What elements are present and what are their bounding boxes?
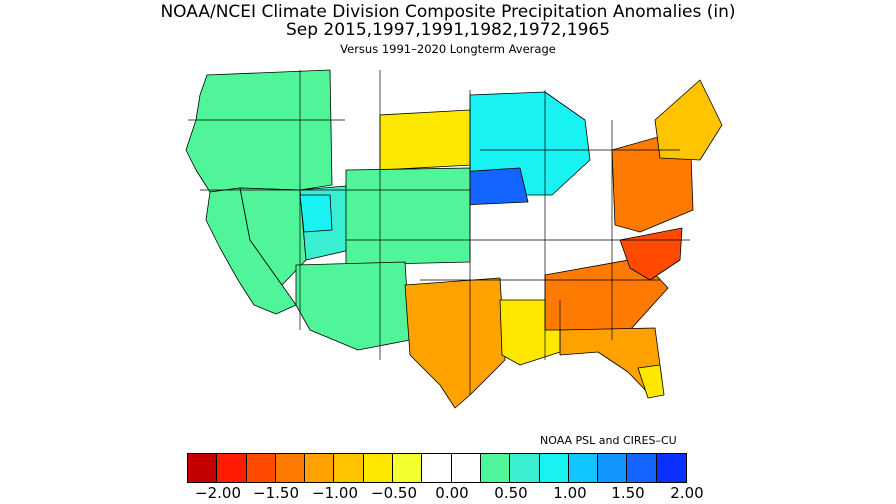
legend-swatch [363, 454, 394, 482]
legend-swatch [305, 454, 335, 482]
legend-tick-label: 1.50 [611, 484, 645, 502]
legend-swatch [217, 454, 247, 482]
legend-tick-label: 0.00 [435, 484, 469, 502]
legend-swatch [539, 454, 569, 482]
legend-swatch [627, 454, 657, 482]
legend-swatch [188, 454, 218, 482]
legend-swatch [510, 454, 540, 482]
legend-tick-label: −1.50 [253, 484, 299, 502]
legend-tick-label: 0.50 [494, 484, 528, 502]
baseline-note: Versus 1991–2020 Longterm Average [340, 42, 556, 56]
region-new-england [654, 79, 723, 161]
region-florida-peninsula [559, 327, 663, 396]
legend-swatch [393, 454, 423, 482]
legend-swatch [275, 454, 306, 482]
map-title: NOAA/NCEI Climate Division Composite Pre… [160, 2, 736, 22]
region-northern-plains-dry [379, 109, 473, 171]
color-legend [187, 453, 688, 483]
map-subtitle: Sep 2015,1997,1991,1982,1972,1965 [285, 20, 611, 40]
legend-swatch [334, 454, 364, 482]
legend-swatch [422, 454, 452, 482]
legend-tick-label: 2.00 [670, 484, 704, 502]
region-south-florida [637, 364, 665, 399]
legend-swatch [568, 454, 599, 482]
legend-tick-label: −0.50 [371, 484, 417, 502]
region-central-plains [345, 167, 471, 266]
region-utah-highlands [299, 194, 333, 233]
region-carolinas [619, 227, 683, 281]
legend-tick-label: 1.00 [553, 484, 587, 502]
legend-swatch [480, 454, 511, 482]
region-southwest [295, 261, 411, 351]
legend-swatch [451, 454, 481, 482]
region-northwest [185, 69, 333, 193]
legend-tick-label: −2.00 [195, 484, 241, 502]
legend-swatch [656, 454, 687, 482]
legend-tick-label: −1.00 [312, 484, 358, 502]
credit-label: NOAA PSL and CIRES–CU [540, 434, 677, 447]
legend-swatch [246, 454, 276, 482]
region-texas [404, 277, 506, 409]
legend-swatch [598, 454, 628, 482]
us-precip-anomaly-map [185, 69, 723, 409]
